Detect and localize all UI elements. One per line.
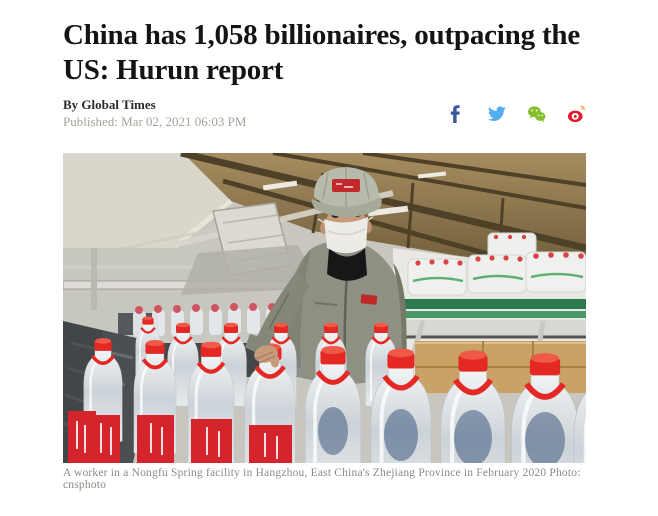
article-photo — [63, 153, 586, 463]
twitter-icon — [488, 106, 506, 121]
share-icons-row — [447, 104, 586, 123]
bottle-pack-stacks — [407, 232, 586, 296]
worker-collar — [327, 248, 367, 281]
facebook-icon — [450, 105, 460, 123]
foreground-bottles — [68, 336, 586, 463]
worker-arm — [249, 271, 309, 361]
article-figure: A worker in a Nongfu Spring facility in … — [63, 153, 586, 491]
green-conveyor — [395, 299, 586, 360]
wechat-icon — [528, 106, 546, 123]
photo-caption: A worker in a Nongfu Spring facility in … — [63, 467, 581, 491]
cap-logo — [332, 179, 360, 192]
weibo-icon — [567, 105, 585, 123]
publish-date: Published: Mar 02, 2021 06:03 PM — [63, 114, 247, 129]
worker-hand — [244, 333, 280, 368]
article-meta: By Global Times Published: Mar 02, 2021 … — [63, 97, 586, 133]
facebook-share-button[interactable] — [447, 104, 466, 123]
weibo-share-button[interactable] — [567, 104, 586, 123]
red-bottle-labels — [68, 411, 292, 463]
article-headline: China has 1,058 billionaires, outpacing … — [63, 19, 580, 86]
jacket-logo — [360, 294, 378, 305]
wechat-share-button[interactable] — [527, 104, 546, 123]
article-column: China has 1,058 billionaires, outpacing … — [63, 18, 586, 491]
twitter-share-button[interactable] — [487, 104, 506, 123]
bottle-water-shadows — [318, 407, 565, 463]
byline: By Global Times — [63, 97, 156, 112]
cap-brim — [311, 197, 382, 217]
